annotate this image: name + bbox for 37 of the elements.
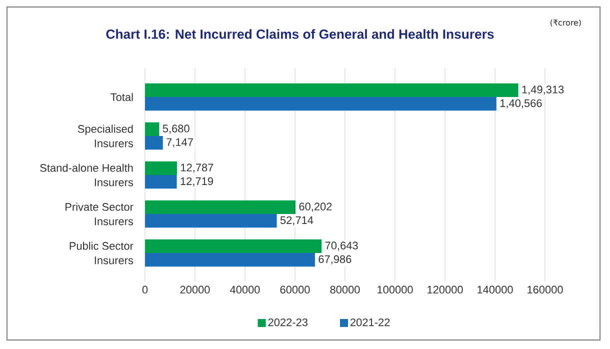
data-label: 1,40,566: [500, 99, 542, 108]
bar: [145, 97, 496, 111]
x-tick-label: 0: [142, 286, 148, 294]
legend-label: 2021-22: [350, 318, 390, 326]
x-tick-label: 120000: [428, 286, 463, 294]
x-tick-label: 20000: [180, 286, 210, 294]
data-label: 52,714: [280, 216, 314, 226]
bar: [145, 253, 315, 267]
bar: [145, 83, 518, 98]
bar: [145, 200, 296, 214]
data-label: 67,986: [318, 255, 352, 264]
y-tick-label: Private Sector Insurers: [66, 202, 134, 226]
y-tick-label: Total: [110, 92, 133, 102]
x-tick-label: 160000: [528, 286, 563, 294]
data-label: 12,787: [180, 164, 214, 173]
y-tick-label: Stand-alone Health Insurers: [40, 164, 134, 186]
data-label: 60,202: [299, 202, 332, 212]
data-label: 7,147: [166, 138, 193, 148]
data-label: 12,719: [180, 177, 213, 186]
y-tick-label: Specialised Insurers: [78, 124, 134, 148]
legend-label: 2022-23: [268, 318, 308, 326]
y-tick-label: Public Sector Insurers: [70, 242, 134, 264]
x-tick-label: 100000: [378, 286, 413, 294]
x-tick-label: 60000: [280, 286, 310, 294]
bar: [145, 136, 163, 150]
bar: [145, 214, 277, 228]
data-label: 1,49,313: [522, 86, 564, 95]
data-label: 5,680: [162, 124, 190, 134]
bar: [145, 239, 322, 254]
bar: [145, 122, 160, 136]
data-label: 70,643: [325, 242, 358, 251]
x-tick-label: 140000: [478, 286, 513, 294]
x-tick-label: 80000: [330, 286, 360, 294]
bar: [145, 161, 177, 176]
chart-title: Chart I.16: Net Incurred Claims of General and Health Insurers: [106, 29, 494, 39]
bar: [145, 175, 177, 189]
x-tick-label: 40000: [230, 286, 260, 294]
